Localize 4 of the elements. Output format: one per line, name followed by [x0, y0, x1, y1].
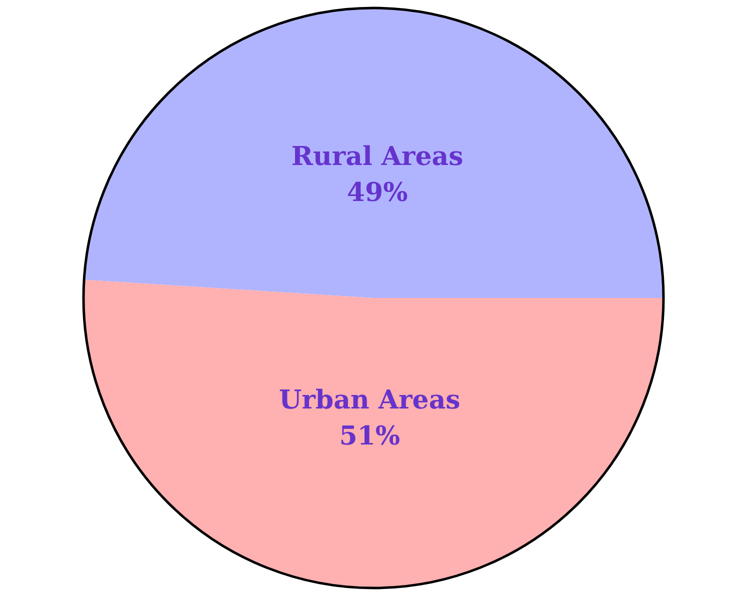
data-label: 49% — [346, 178, 408, 208]
data-label: 51% — [339, 421, 400, 452]
slice-label: Urban Areas — [279, 385, 460, 416]
slice-label: Rural Areas — [291, 142, 464, 172]
